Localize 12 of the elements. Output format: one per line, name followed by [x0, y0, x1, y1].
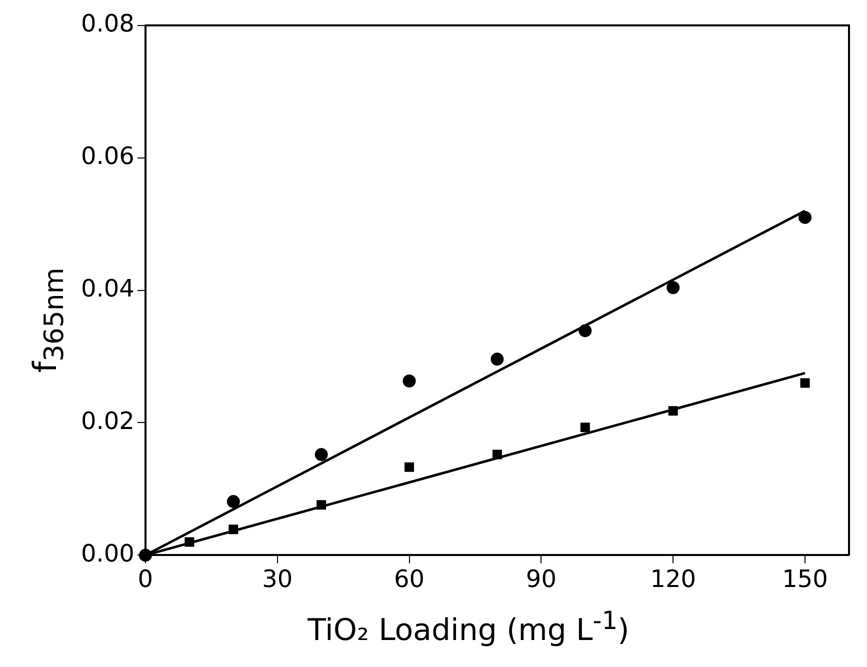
x-tick-label: 0 — [138, 564, 154, 593]
y-tick-label: 0.00 — [81, 539, 134, 568]
x-tick-label: 90 — [526, 564, 556, 593]
x-tick-label: 60 — [394, 564, 425, 593]
y-tick-label: 0.06 — [81, 142, 134, 170]
y-tick-label: 0.04 — [81, 274, 134, 303]
x-tick-label: 30 — [262, 564, 293, 593]
x-tick-label: 150 — [782, 564, 828, 593]
x-tick-label: 120 — [650, 564, 696, 593]
y-tick-label: 0.08 — [81, 10, 134, 38]
y-tick-label: 0.02 — [81, 406, 134, 435]
x-axis-title: TiO₂ Loading (mg L$^{-1}$) — [306, 606, 630, 648]
